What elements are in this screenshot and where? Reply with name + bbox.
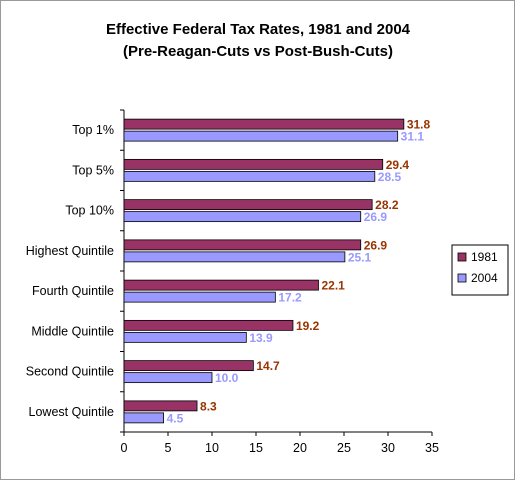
data-label-1981: 31.8 <box>407 118 431 132</box>
bar-2004 <box>123 412 164 424</box>
bar-2004 <box>123 130 399 142</box>
chart-title-line-2: (Pre-Reagan-Cuts vs Post-Bush-Cuts) <box>123 43 393 60</box>
legend-label-2004: 2004 <box>471 271 498 285</box>
bar-1981 <box>123 279 319 291</box>
bar-1981 <box>123 400 198 412</box>
data-label-2004: 31.1 <box>401 130 425 144</box>
category-label: Top 10% <box>65 204 114 218</box>
bar-2004 <box>123 170 376 182</box>
data-label-2004: 13.9 <box>249 331 273 345</box>
x-tick-label: 35 <box>425 441 439 455</box>
bar-2004 <box>123 251 346 263</box>
data-label-1981: 19.2 <box>296 319 320 333</box>
bar-2004 <box>123 211 362 223</box>
data-label-1981: 14.7 <box>256 359 280 373</box>
category-label: Top 5% <box>72 163 114 177</box>
category-label: Fourth Quintile <box>32 284 114 298</box>
x-tick-label: 30 <box>381 441 395 455</box>
bar-1981 <box>123 158 384 170</box>
bar-1981 <box>123 199 373 211</box>
data-label-1981: 22.1 <box>321 279 345 293</box>
data-label-2004: 17.2 <box>278 291 302 305</box>
bar-1981 <box>123 360 254 372</box>
x-tick-label: 0 <box>121 441 128 455</box>
legend: 1981 2004 <box>451 244 509 296</box>
x-tick-label: 15 <box>249 441 263 455</box>
x-tick-label: 10 <box>205 441 219 455</box>
x-tick-label: 20 <box>293 441 307 455</box>
category-label: Second Quintile <box>26 365 114 379</box>
data-label-2004: 4.5 <box>167 411 184 425</box>
legend-label-1981: 1981 <box>471 250 498 264</box>
data-label-1981: 26.9 <box>364 238 388 252</box>
data-label-1981: 29.4 <box>386 158 410 172</box>
category-label: Lowest Quintile <box>29 405 115 419</box>
bar-1981 <box>123 118 405 130</box>
bar-1981 <box>123 239 362 251</box>
data-label-2004: 28.5 <box>378 170 402 184</box>
data-label-2004: 25.1 <box>348 250 372 264</box>
bar-1981 <box>123 319 294 331</box>
bar-2004 <box>123 331 247 343</box>
category-label: Top 1% <box>72 123 114 137</box>
legend-swatch-2004 <box>457 273 467 283</box>
legend-swatch-1981 <box>457 252 467 262</box>
data-label-1981: 28.2 <box>375 198 399 212</box>
data-label-2004: 26.9 <box>364 210 388 224</box>
bar-2004 <box>123 291 276 303</box>
data-label-1981: 8.3 <box>200 399 217 413</box>
bar-2004 <box>123 372 213 384</box>
x-tick-label: 25 <box>337 441 351 455</box>
chart-title-line-1: Effective Federal Tax Rates, 1981 and 20… <box>106 21 411 38</box>
data-label-2004: 10.0 <box>215 371 239 385</box>
category-label: Middle Quintile <box>31 324 114 338</box>
x-tick-label: 5 <box>165 441 172 455</box>
category-label: Highest Quintile <box>26 244 114 258</box>
